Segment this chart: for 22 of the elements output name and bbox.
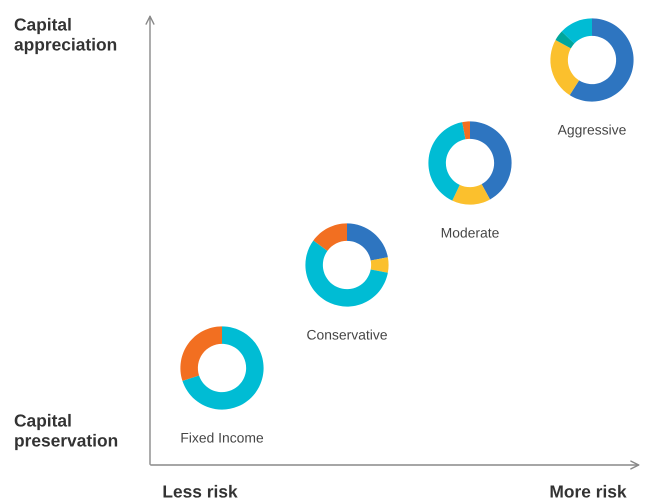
donut-slice [347,223,388,260]
text: Less risk [164,484,238,498]
text: Capital preservation [14,414,118,450]
text: Capital appreciation [14,18,116,54]
donut-slice [462,121,470,140]
donut-slice [570,18,634,102]
text: Moderate [442,227,499,238]
donut-slice [370,257,389,273]
donut-slice [556,32,574,48]
donut-slice [470,121,512,200]
donut-slice [428,122,466,201]
donut-slice [313,223,347,251]
text: Conservative [307,329,387,340]
text: Fixed Income [181,432,264,443]
donut-slice [562,18,592,44]
text: Aggressive [558,124,626,138]
donut-slice [550,40,580,96]
donut-slice [452,184,490,205]
text: More risk [550,484,627,498]
donut-slice [305,240,388,307]
donut-slice [180,326,222,381]
donut-slice [182,326,264,410]
